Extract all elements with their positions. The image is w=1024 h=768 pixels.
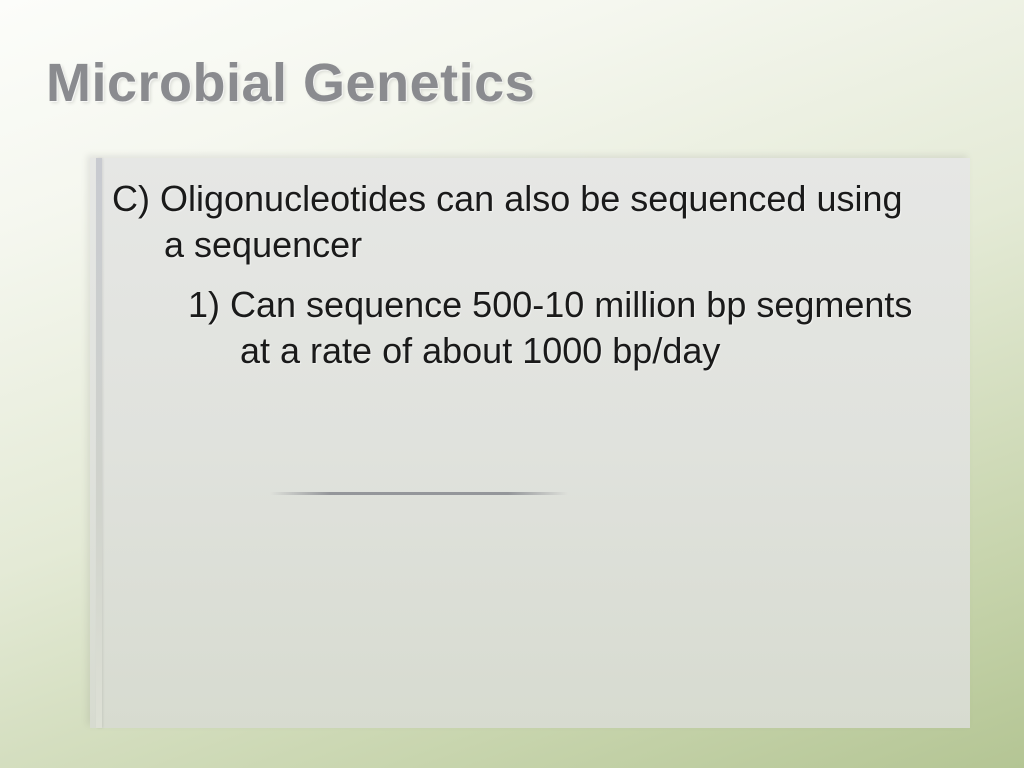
accent-bar	[96, 158, 102, 728]
bullet-c1: 1) Can sequence 500-10 million bp segmen…	[176, 282, 922, 374]
slide-title: Microbial Genetics	[46, 52, 535, 114]
divider-line	[270, 492, 568, 495]
slide-body: C) Oligonucleotides can also be sequence…	[112, 176, 922, 374]
bullet-c: C) Oligonucleotides can also be sequence…	[136, 176, 922, 268]
